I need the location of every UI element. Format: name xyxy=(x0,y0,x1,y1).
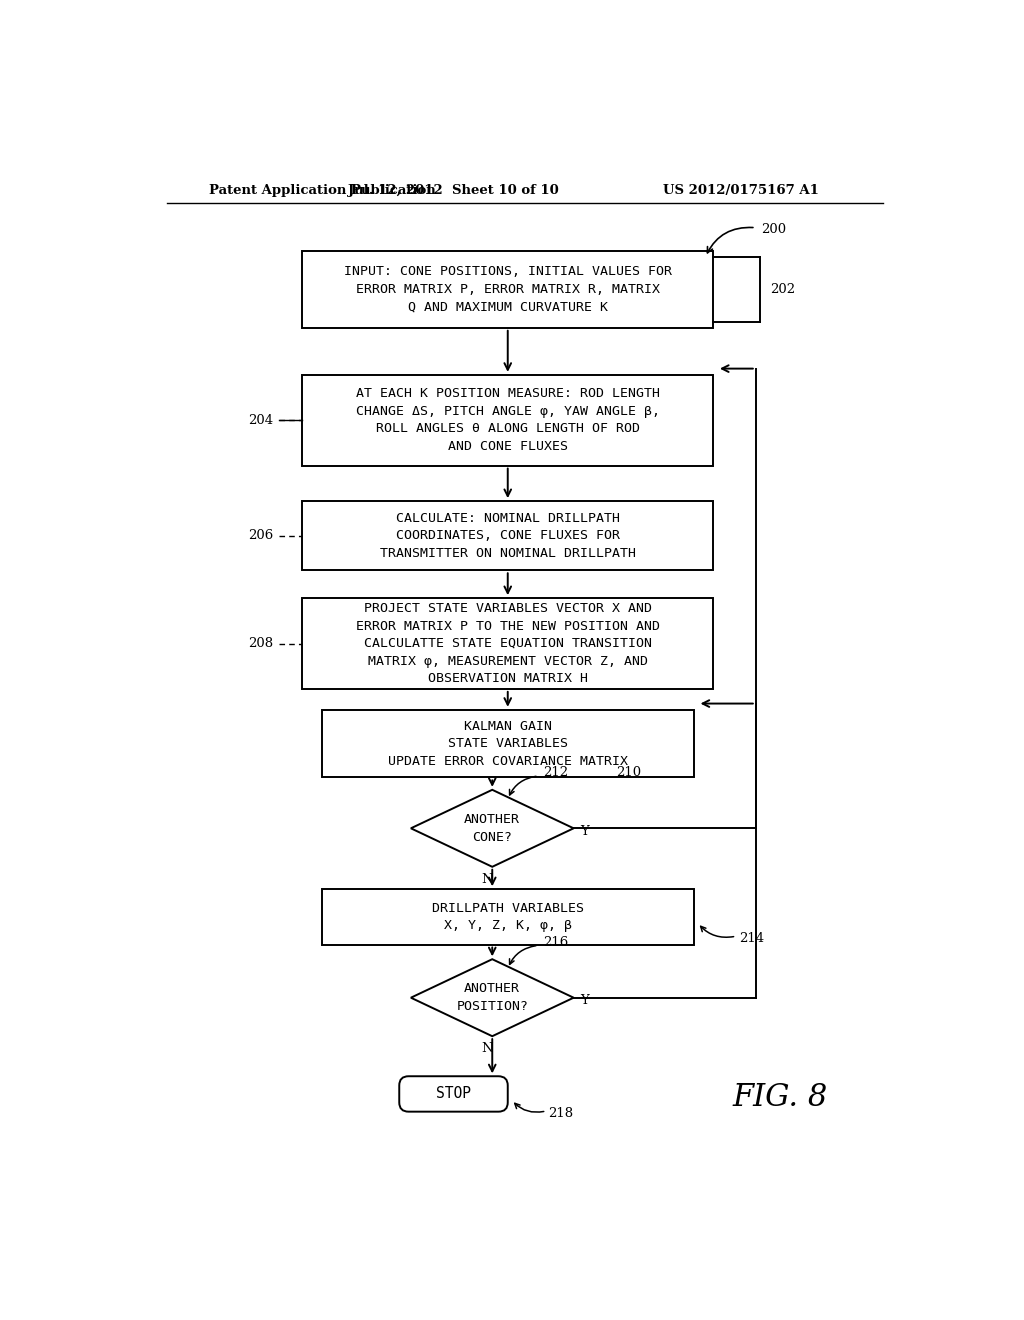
Text: AT EACH K POSITION MEASURE: ROD LENGTH
CHANGE ΔS, PITCH ANGLE φ, YAW ANGLE β,
RO: AT EACH K POSITION MEASURE: ROD LENGTH C… xyxy=(355,388,659,453)
Text: 210: 210 xyxy=(616,767,641,779)
Text: US 2012/0175167 A1: US 2012/0175167 A1 xyxy=(663,185,818,197)
Text: N: N xyxy=(481,1041,493,1055)
Text: Y: Y xyxy=(580,825,589,838)
Bar xyxy=(302,375,713,466)
Text: 208: 208 xyxy=(248,638,273,649)
Text: INPUT: CONE POSITIONS, INITIAL VALUES FOR
ERROR MATRIX P, ERROR MATRIX R, MATRIX: INPUT: CONE POSITIONS, INITIAL VALUES FO… xyxy=(344,265,672,313)
Text: ANOTHER
CONE?: ANOTHER CONE? xyxy=(464,813,520,843)
Text: Jul. 12, 2012  Sheet 10 of 10: Jul. 12, 2012 Sheet 10 of 10 xyxy=(348,185,559,197)
Text: Patent Application Publication: Patent Application Publication xyxy=(209,185,436,197)
Text: PROJECT STATE VARIABLES VECTOR X AND
ERROR MATRIX P TO THE NEW POSITION AND
CALC: PROJECT STATE VARIABLES VECTOR X AND ERR… xyxy=(355,602,659,685)
Text: N: N xyxy=(481,873,493,886)
Text: 206: 206 xyxy=(248,529,273,543)
Text: 200: 200 xyxy=(761,223,786,236)
Text: FIG. 8: FIG. 8 xyxy=(732,1082,827,1113)
Text: 216: 216 xyxy=(543,936,568,949)
Text: DRILLPATH VARIABLES
X, Y, Z, K, φ, β: DRILLPATH VARIABLES X, Y, Z, K, φ, β xyxy=(432,902,584,932)
Text: STOP: STOP xyxy=(436,1086,471,1101)
Text: 212: 212 xyxy=(543,767,567,779)
Text: KALMAN GAIN
STATE VARIABLES
UPDATE ERROR COVARIANCE MATRIX: KALMAN GAIN STATE VARIABLES UPDATE ERROR… xyxy=(388,719,628,768)
Bar xyxy=(302,598,713,689)
Text: Y: Y xyxy=(580,994,589,1007)
Bar xyxy=(302,502,713,570)
FancyBboxPatch shape xyxy=(399,1076,508,1111)
Text: 202: 202 xyxy=(770,282,795,296)
Text: 218: 218 xyxy=(548,1107,573,1121)
Polygon shape xyxy=(411,789,573,867)
Bar xyxy=(322,890,693,945)
Text: ANOTHER
POSITION?: ANOTHER POSITION? xyxy=(457,982,528,1012)
Text: CALCULATE: NOMINAL DRILLPATH
COORDINATES, CONE FLUXES FOR
TRANSMITTER ON NOMINAL: CALCULATE: NOMINAL DRILLPATH COORDINATES… xyxy=(380,512,636,560)
Polygon shape xyxy=(411,960,573,1036)
Text: 204: 204 xyxy=(248,413,273,426)
Bar xyxy=(302,251,713,327)
Bar xyxy=(322,710,693,777)
Text: 214: 214 xyxy=(738,932,764,945)
